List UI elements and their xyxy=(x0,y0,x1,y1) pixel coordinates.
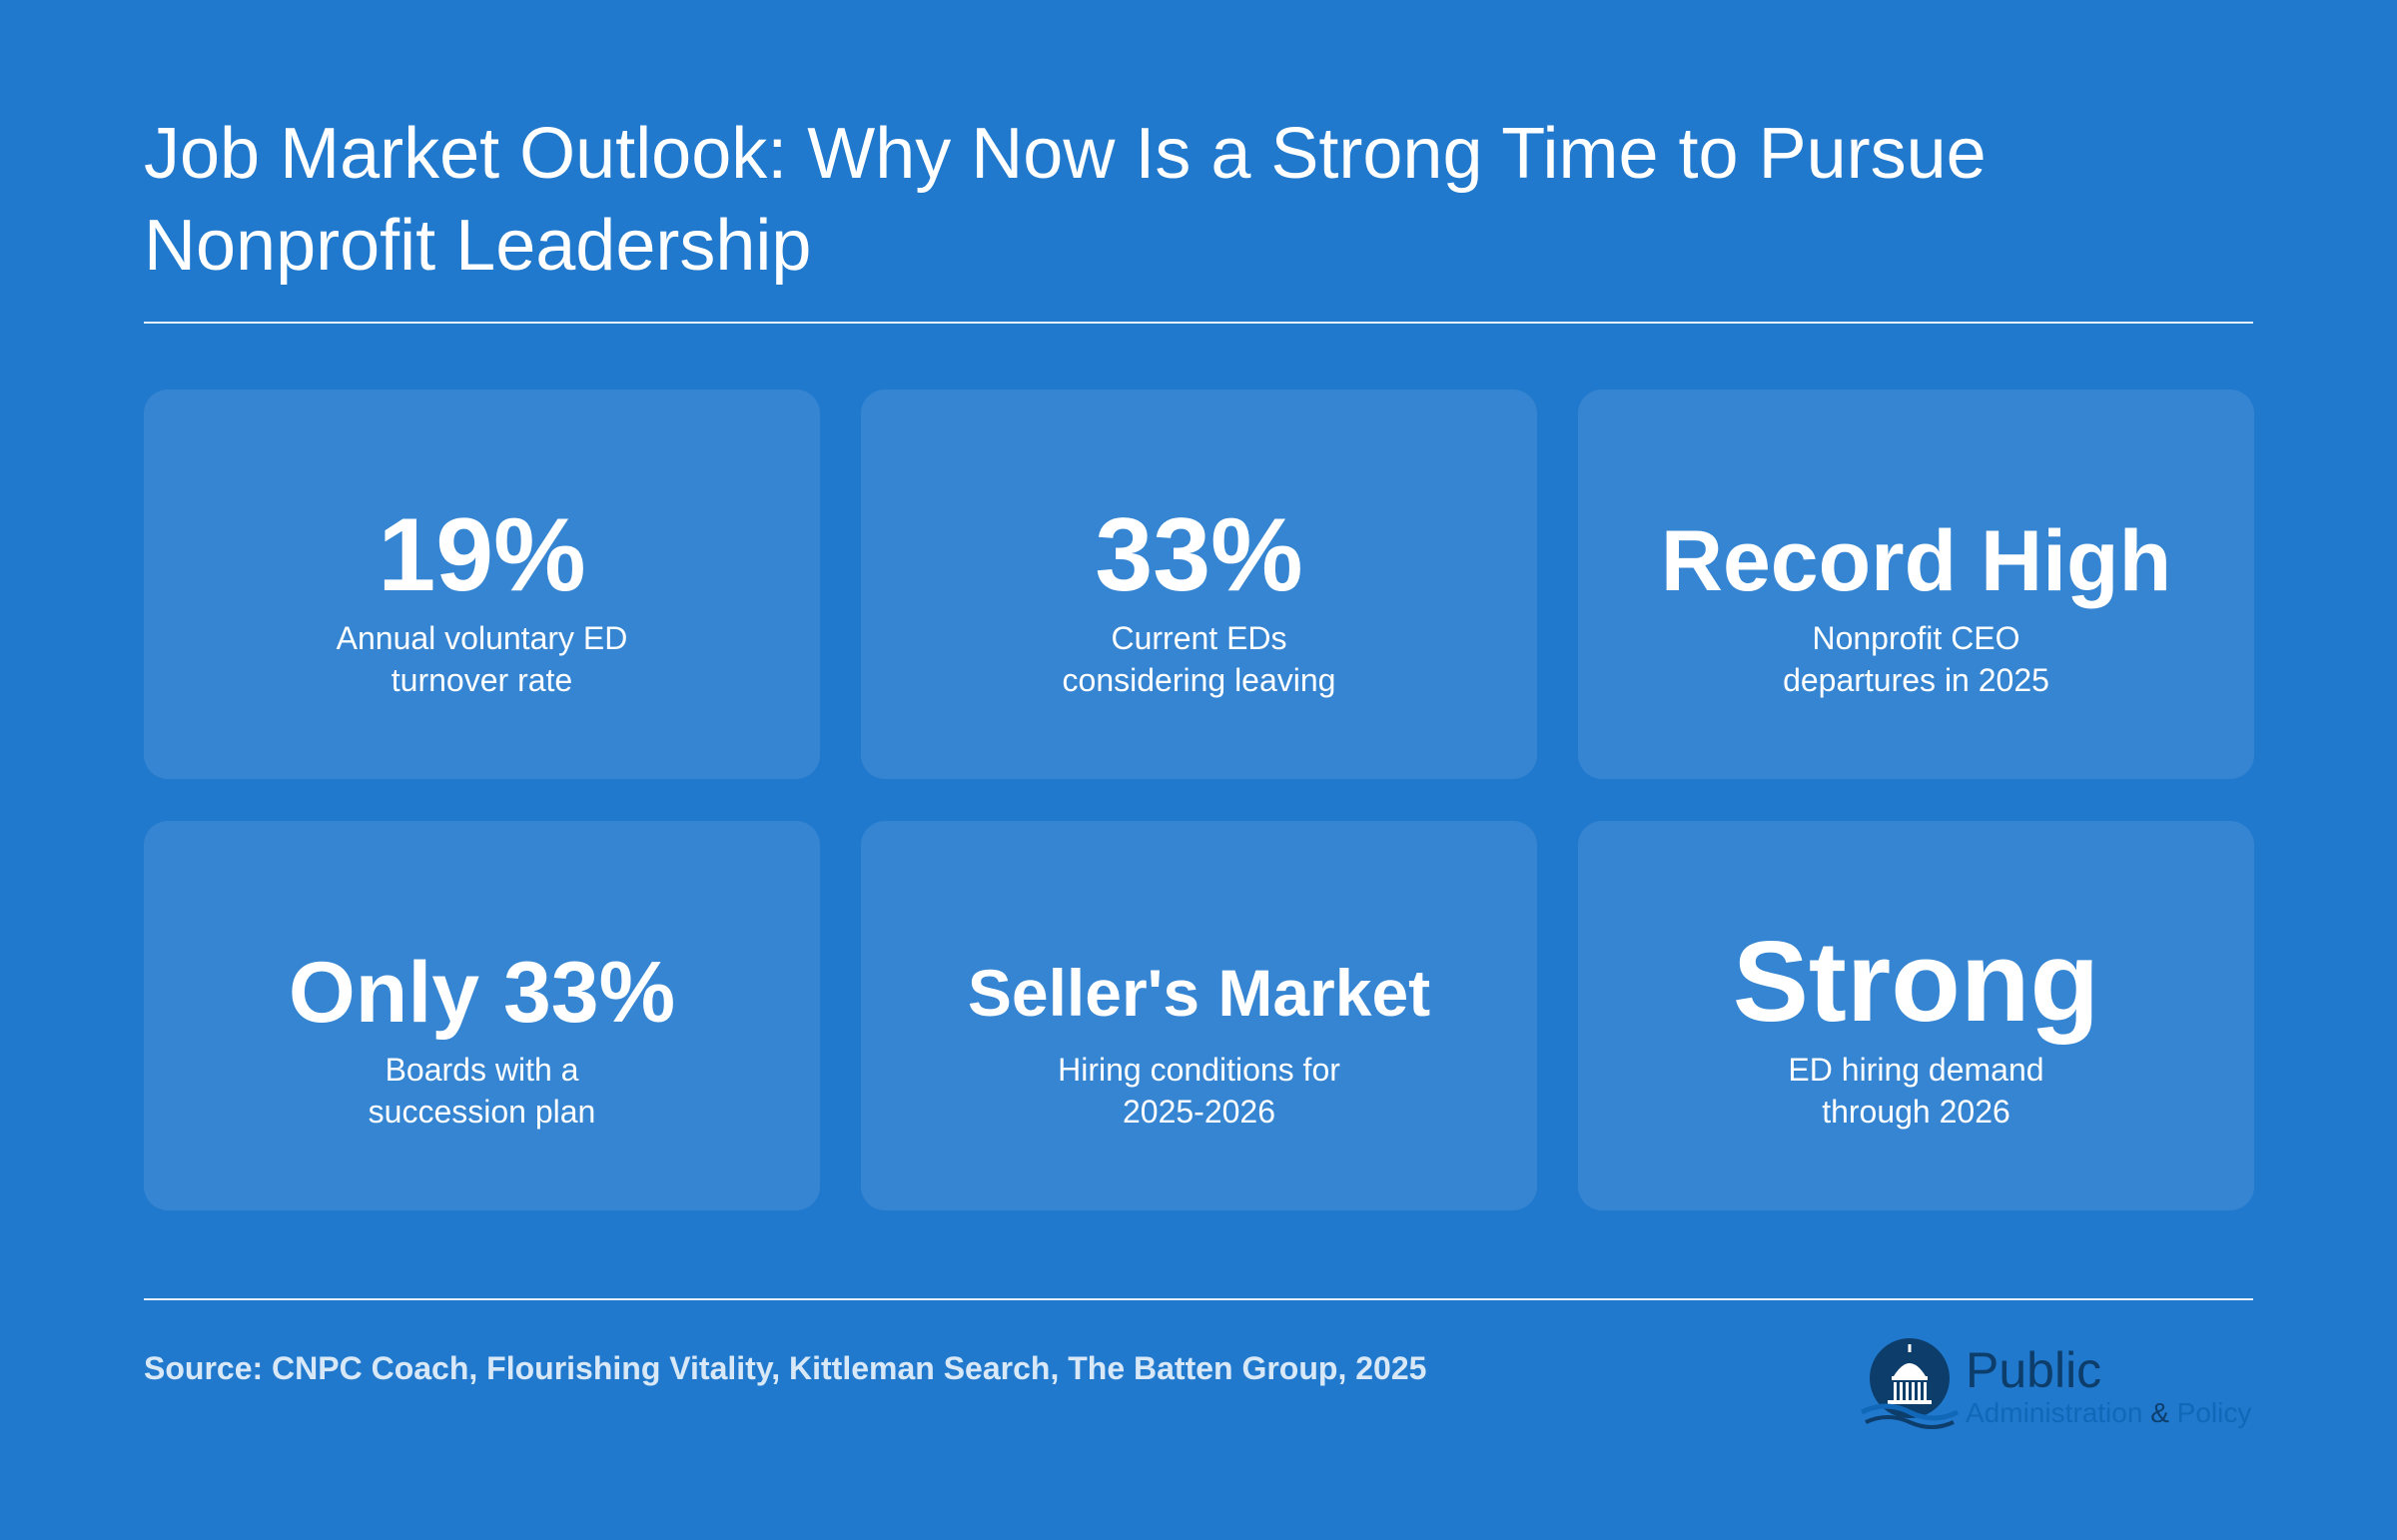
stat-card-considering-leaving: 33% Current EDs considering leaving xyxy=(861,389,1537,779)
logo-tagline: Administration & Policy xyxy=(1966,1396,2251,1430)
logo-ampersand: & xyxy=(2150,1397,2169,1428)
stat-card-turnover: 19% Annual voluntary ED turnover rate xyxy=(144,389,820,779)
stat-card-hiring-conditions: Seller's Market Hiring conditions for 20… xyxy=(861,821,1537,1210)
stat-value: Seller's Market xyxy=(967,956,1431,1030)
stat-label: Hiring conditions for 2025-2026 xyxy=(1058,1052,1340,1130)
logo: Public Administration & Policy xyxy=(1858,1334,2257,1434)
stat-card-succession-plan: Only 33% Boards with a succession plan xyxy=(144,821,820,1210)
stat-label: Annual voluntary ED turnover rate xyxy=(336,620,628,698)
source-citation: Source: CNPC Coach, Flourishing Vitality… xyxy=(144,1350,1427,1386)
stat-card-hiring-demand: Strong ED hiring demand through 2026 xyxy=(1578,821,2254,1210)
logo-name: Public xyxy=(1966,1342,2102,1398)
logo-tagline-start: Administration xyxy=(1966,1397,2143,1428)
title-divider xyxy=(144,322,2253,324)
stat-value: 19% xyxy=(378,497,586,613)
stat-value: Only 33% xyxy=(288,945,676,1041)
stat-value: Record High xyxy=(1660,513,2172,609)
stat-label: Current EDs considering leaving xyxy=(1062,620,1336,698)
stat-label: ED hiring demand through 2026 xyxy=(1788,1052,2044,1130)
capitol-dome-icon xyxy=(1860,1338,1960,1429)
stat-card-ceo-departures: Record High Nonprofit CEO departures in … xyxy=(1578,389,2254,779)
stat-value: Strong xyxy=(1732,919,2100,1046)
stat-label: Nonprofit CEO departures in 2025 xyxy=(1783,620,2049,698)
stat-label: Boards with a succession plan xyxy=(368,1052,596,1130)
footer-divider xyxy=(144,1298,2253,1300)
page-title: Job Market Outlook: Why Now Is a Strong … xyxy=(144,114,1987,286)
stat-value: 33% xyxy=(1095,497,1303,613)
logo-tagline-end: Policy xyxy=(2176,1397,2252,1428)
